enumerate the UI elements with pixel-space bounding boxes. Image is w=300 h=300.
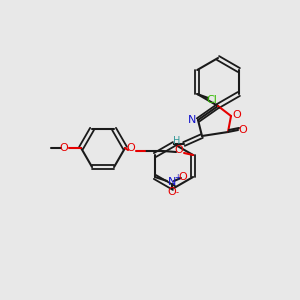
- Text: O: O: [168, 187, 176, 197]
- Text: O: O: [60, 143, 68, 153]
- Text: O: O: [127, 143, 135, 153]
- Text: N: N: [188, 115, 196, 125]
- Text: -: -: [176, 188, 178, 197]
- Text: N: N: [168, 177, 176, 187]
- Text: O: O: [232, 110, 242, 120]
- Text: O: O: [178, 172, 187, 182]
- Text: O: O: [175, 145, 183, 155]
- Text: Cl: Cl: [207, 95, 218, 105]
- Text: H: H: [173, 136, 181, 146]
- Text: +: +: [174, 173, 180, 182]
- Text: O: O: [238, 125, 247, 135]
